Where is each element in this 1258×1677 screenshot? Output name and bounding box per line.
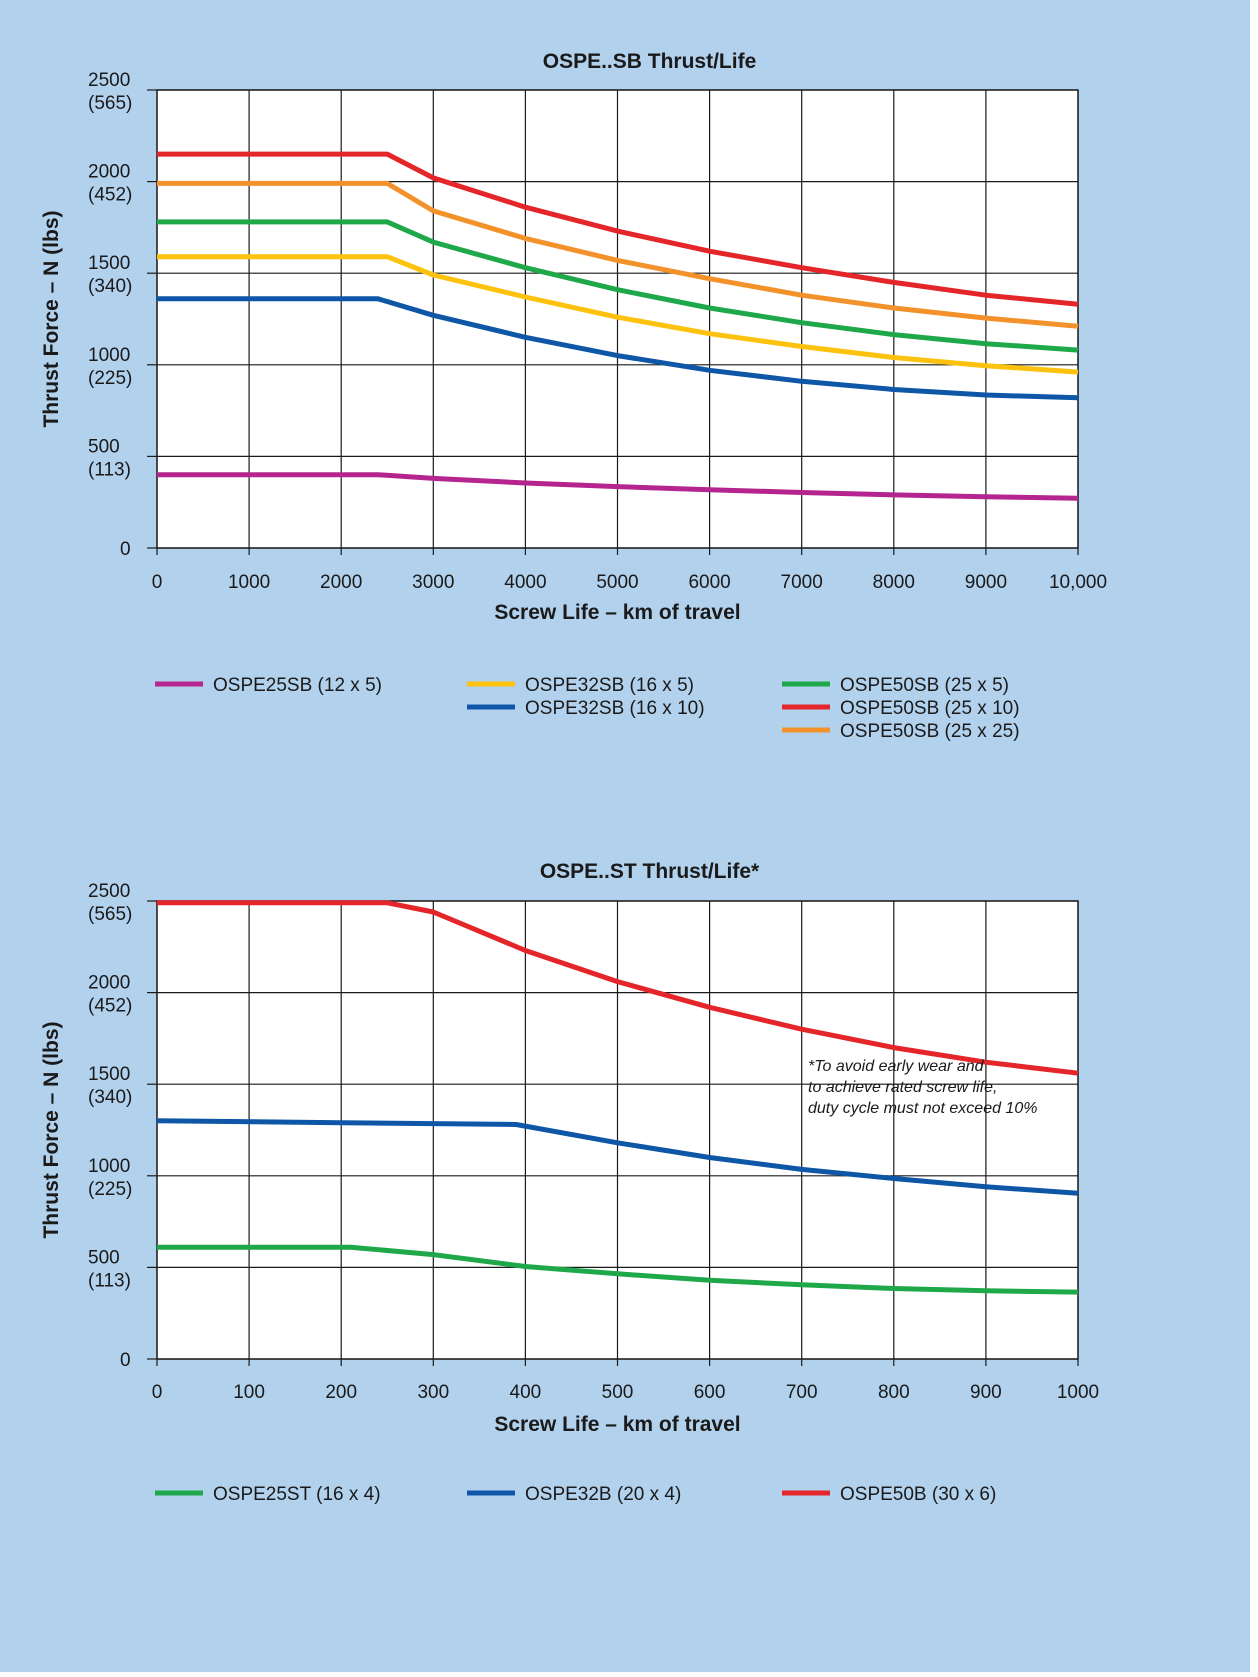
chart-2-title: OSPE..ST Thrust/Life* (540, 860, 760, 883)
chart-2-y-tick-label: 1500 (88, 1064, 130, 1085)
chart-1-y-axis-title: Thrust Force – N (lbs) (40, 210, 63, 427)
chart-2-y-tick-sublabel: (340) (88, 1087, 132, 1108)
chart-2-x-tick-label: 600 (694, 1382, 726, 1403)
chart-1-y-tick-label: 2000 (88, 162, 130, 183)
chart-2-legend-label: OSPE25ST (16 x 4) (213, 1484, 381, 1505)
chart-1-x-tick-label: 1000 (228, 572, 270, 593)
chart-2-plot-frame (156, 900, 1079, 1360)
chart-1-plot-frame (156, 89, 1079, 549)
chart-1-series-line-2 (157, 254, 1079, 375)
chart-1-legend-label: OSPE50SB (25 x 25) (840, 721, 1020, 742)
chart-2-y-tick-label: 1000 (88, 1156, 130, 1177)
chart-1-y-tick-label: 2500 (88, 70, 130, 91)
chart-2-series-line-1 (157, 1244, 1079, 1295)
chart-2-x-axis-title: Screw Life – km of travel (494, 1413, 740, 1436)
chart-1-x-tick-label: 6000 (688, 572, 730, 593)
chart-2-series-line-2 (156, 1118, 1079, 1196)
chart-1-x-tick-label: 0 (152, 572, 163, 593)
chart-1-legend-label: OSPE50SB (25 x 10) (840, 698, 1020, 719)
chart-1-x-tick-label: 2000 (320, 572, 362, 593)
chart-2-y-tick-sublabel: (113) (88, 1270, 131, 1291)
chart-2-y-tick-label: 2500 (88, 881, 130, 902)
chart-2-x-tick-label: 400 (510, 1382, 542, 1403)
chart-2-legend-label: OSPE32B (20 x 4) (525, 1484, 681, 1505)
chart-1-series-line-6 (157, 180, 1079, 329)
chart-2-y-tick-sublabel: (565) (88, 904, 132, 925)
chart-1-legend-label: OSPE32SB (16 x 5) (525, 675, 694, 696)
chart-1-x-tick-label: 8000 (873, 572, 915, 593)
chart-2-x-tick-label: 900 (970, 1382, 1002, 1403)
chart-1-legend-label: OSPE50SB (25 x 5) (840, 675, 1009, 696)
chart-2-x-tick-label: 800 (878, 1382, 910, 1403)
chart-1-y-tick-sublabel: (565) (88, 93, 132, 114)
chart-1-legend-label: OSPE32SB (16 x 10) (525, 698, 705, 719)
chart-1-series-line-3 (157, 296, 1079, 401)
chart-1-x-tick-label: 4000 (504, 572, 546, 593)
chart-2-y-axis-title: Thrust Force – N (lbs) (40, 1021, 63, 1238)
chart-1-title: OSPE..SB Thrust/Life (543, 50, 757, 73)
chart-1-series-line-5 (157, 151, 1079, 307)
chart-2-x-tick-label: 500 (602, 1382, 634, 1403)
chart-2-y-tick-label: 0 (120, 1350, 131, 1371)
chart-2-note-line: duty cycle must not exceed 10% (808, 1100, 1037, 1117)
chart-2-x-tick-label: 200 (325, 1382, 357, 1403)
chart-1-series-line-4 (157, 219, 1079, 353)
chart-1-y-tick-sublabel: (225) (88, 368, 132, 389)
chart-1-x-axis-title: Screw Life – km of travel (494, 601, 740, 624)
chart-2-y-tick-label: 500 (88, 1247, 120, 1268)
chart-2-series-line-3 (157, 900, 1079, 1076)
chart-1-y-tick-label: 500 (88, 436, 120, 457)
chart-2-x-tick-label: 700 (786, 1382, 818, 1403)
chart-1-x-tick-label: 5000 (596, 572, 638, 593)
chart-2-x-tick-label: 100 (233, 1382, 265, 1403)
chart-1-y-tick-label: 0 (120, 539, 131, 560)
chart-1-x-tick-label: 3000 (412, 572, 454, 593)
chart-1-series-line-1 (157, 472, 1079, 501)
chart-2-note-line: *To avoid early wear and (808, 1058, 985, 1075)
chart-2-y-tick-sublabel: (452) (88, 996, 132, 1017)
chart-2-y-tick-label: 2000 (88, 973, 130, 994)
chart-2-y-tick-sublabel: (225) (88, 1179, 132, 1200)
chart-2-x-tick-label: 0 (152, 1382, 163, 1403)
chart-1-x-tick-label: 9000 (965, 572, 1007, 593)
chart-1-y-tick-label: 1000 (88, 345, 130, 366)
chart-1-legend-label: OSPE25SB (12 x 5) (213, 675, 382, 696)
chart-1-y-tick-sublabel: (340) (88, 276, 132, 297)
chart-1-x-tick-label: 10,000 (1049, 572, 1107, 593)
chart-1-x-tick-label: 7000 (781, 572, 823, 593)
chart-2-x-tick-label: 300 (417, 1382, 449, 1403)
chart-1-y-tick-sublabel: (113) (88, 459, 131, 480)
chart-2-note-line: to achieve rated screw life, (808, 1079, 997, 1096)
chart-1-y-tick-label: 1500 (88, 253, 130, 274)
chart-2-x-tick-label: 1000 (1057, 1382, 1099, 1403)
chart-2-legend-label: OSPE50B (30 x 6) (840, 1484, 996, 1505)
chart-1-y-tick-sublabel: (452) (88, 185, 132, 206)
